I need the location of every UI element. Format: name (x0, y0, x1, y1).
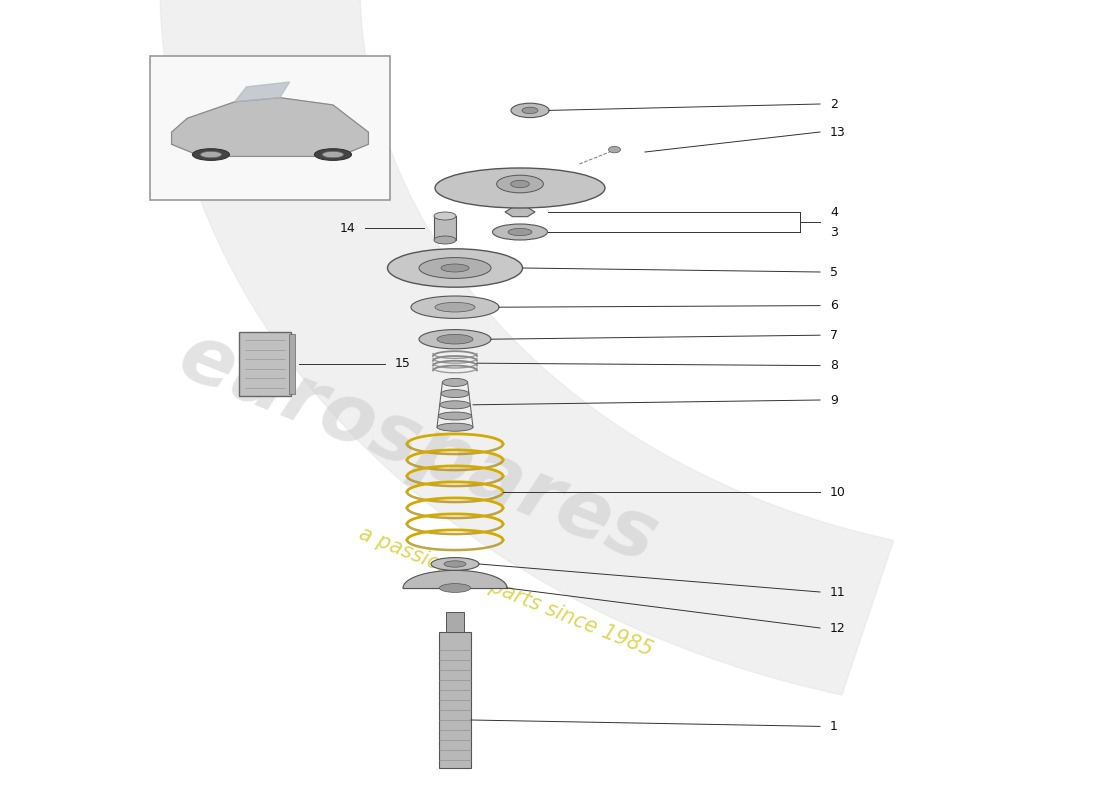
Ellipse shape (315, 149, 352, 160)
Text: 15: 15 (395, 358, 411, 370)
Text: 14: 14 (339, 222, 355, 234)
Polygon shape (505, 207, 535, 217)
Bar (439, 632, 471, 768)
Ellipse shape (438, 412, 472, 420)
Text: 1: 1 (830, 720, 838, 733)
Polygon shape (234, 82, 289, 102)
Text: 13: 13 (830, 126, 846, 138)
Text: 4: 4 (830, 206, 838, 218)
Ellipse shape (444, 561, 466, 567)
Text: 10: 10 (830, 486, 846, 498)
Text: 7: 7 (830, 329, 838, 342)
Ellipse shape (411, 296, 499, 318)
Ellipse shape (192, 149, 230, 160)
Text: 3: 3 (830, 226, 838, 238)
Polygon shape (172, 98, 368, 156)
Text: 6: 6 (830, 299, 838, 312)
Ellipse shape (440, 401, 471, 409)
Ellipse shape (522, 107, 538, 114)
Ellipse shape (200, 151, 221, 158)
Ellipse shape (434, 302, 475, 312)
Ellipse shape (496, 175, 543, 193)
Text: a passion for parts since 1985: a passion for parts since 1985 (356, 524, 656, 660)
Ellipse shape (437, 334, 473, 344)
Bar (289, 334, 295, 394)
Ellipse shape (442, 378, 468, 386)
Ellipse shape (434, 236, 456, 244)
Text: 2: 2 (830, 98, 838, 110)
Ellipse shape (431, 558, 478, 570)
Ellipse shape (322, 151, 343, 158)
Text: eurospares: eurospares (167, 317, 669, 579)
Ellipse shape (441, 264, 469, 272)
Ellipse shape (439, 584, 471, 592)
Ellipse shape (419, 330, 491, 349)
Ellipse shape (512, 103, 549, 118)
Text: 8: 8 (830, 359, 838, 372)
Ellipse shape (493, 224, 548, 240)
Ellipse shape (434, 212, 456, 220)
Ellipse shape (441, 390, 469, 398)
Ellipse shape (419, 258, 491, 278)
Ellipse shape (437, 423, 473, 431)
Bar (434, 216, 456, 240)
Text: 11: 11 (830, 586, 846, 598)
Ellipse shape (510, 180, 529, 188)
Text: 12: 12 (830, 622, 846, 634)
Ellipse shape (608, 146, 620, 153)
Text: 5: 5 (830, 266, 838, 278)
FancyBboxPatch shape (239, 333, 292, 395)
Ellipse shape (508, 229, 532, 235)
Ellipse shape (434, 168, 605, 208)
Polygon shape (160, 0, 893, 695)
Bar (150, 56, 390, 200)
Bar (447, 612, 464, 632)
Ellipse shape (387, 249, 522, 287)
Text: 9: 9 (830, 394, 838, 406)
